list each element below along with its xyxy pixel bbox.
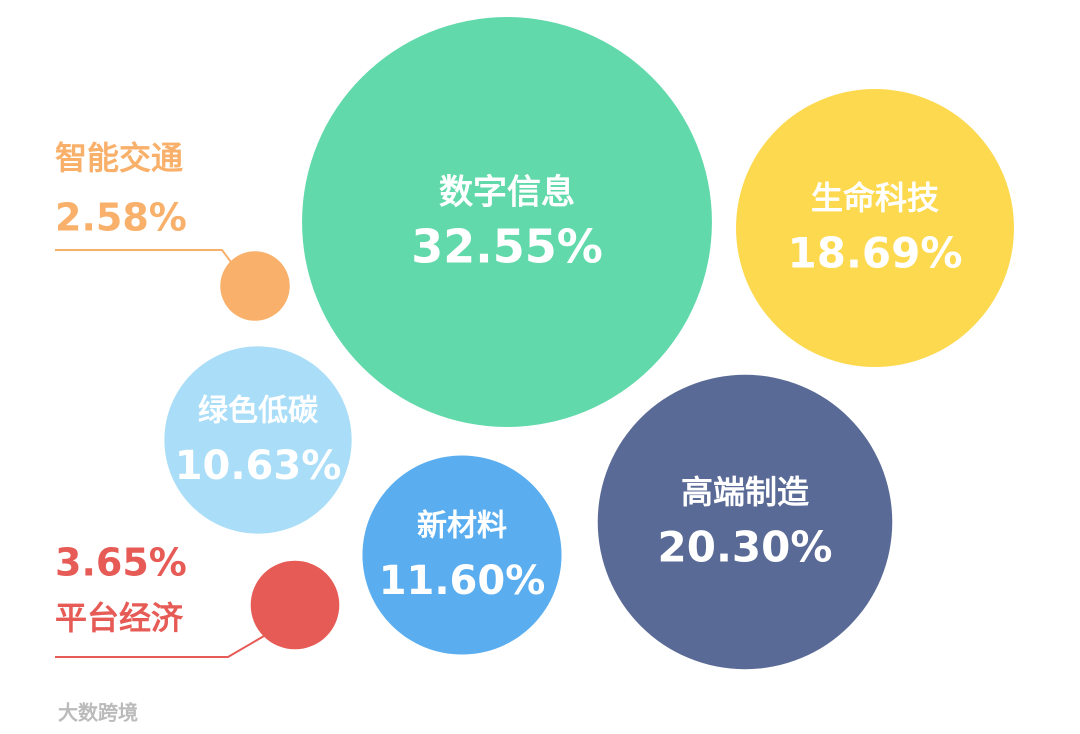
bubble-value: 32.55%	[411, 220, 603, 274]
bubble-value: 10.63%	[175, 443, 342, 489]
bubble	[362, 455, 562, 655]
leader-line	[55, 249, 232, 263]
leader-line	[55, 635, 265, 658]
bubble-name: 平台经济	[55, 599, 184, 637]
bubble-value: 20.30%	[658, 523, 833, 572]
watermark: 大数跨境	[58, 701, 138, 725]
bubble-name: 新材料	[417, 509, 507, 544]
bubble-name: 数字信息	[439, 173, 575, 213]
bubble	[736, 89, 1014, 367]
bubble-value: 2.58%	[55, 196, 187, 240]
bubble-name: 生命科技	[811, 179, 939, 217]
bubble	[302, 17, 712, 427]
bubble-name: 高端制造	[681, 473, 809, 511]
bubble	[250, 560, 340, 650]
bubble	[597, 374, 893, 670]
bubble-value: 3.65%	[55, 541, 187, 585]
bubble-value: 11.60%	[379, 558, 546, 604]
bubble-name: 智能交通	[55, 139, 183, 177]
bubble	[164, 346, 352, 534]
bubble	[220, 251, 290, 321]
bubble-name: 绿色低碳	[198, 394, 319, 429]
bubble-value: 18.69%	[788, 229, 963, 278]
